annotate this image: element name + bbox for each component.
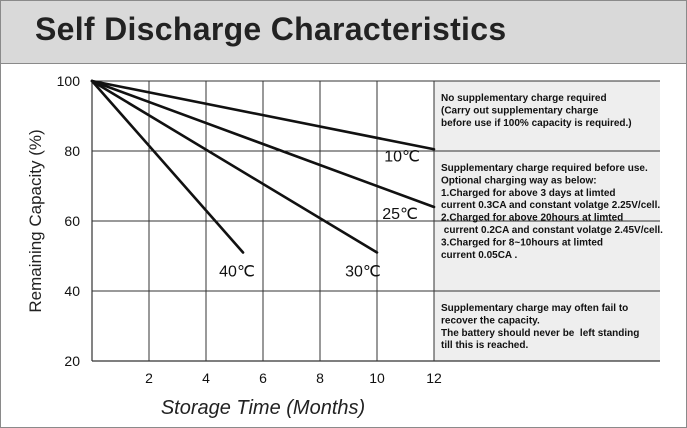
annotation-line: The battery should never be left standin… bbox=[441, 328, 639, 339]
annotation-line: 2.Charged for above 20hours at limted bbox=[441, 213, 623, 224]
annotation-line: current 0.2CA and constant volatge 2.45V… bbox=[441, 225, 663, 236]
y-tick-label: 100 bbox=[57, 73, 81, 89]
x-tick-label: 4 bbox=[202, 370, 210, 386]
annotation-line: recover the capacity. bbox=[441, 315, 540, 326]
y-tick-label: 20 bbox=[64, 353, 80, 369]
series-line bbox=[90, 79, 245, 254]
series-line bbox=[90, 79, 436, 151]
chart-title: Self Discharge Characteristics bbox=[35, 11, 507, 47]
series-label: 10℃ bbox=[384, 148, 420, 165]
series-label: 30℃ bbox=[345, 264, 381, 281]
y-tick-label: 40 bbox=[64, 283, 80, 299]
y-tick-label: 60 bbox=[64, 213, 80, 229]
x-tick-label: 10 bbox=[369, 370, 385, 386]
annotation-line: Supplementary charge required before use… bbox=[441, 163, 648, 174]
annotation-line: Supplementary charge may often fail to bbox=[441, 303, 628, 314]
annotation-line: 1.Charged for above 3 days at limted bbox=[441, 188, 616, 199]
series-line bbox=[90, 79, 436, 209]
title-bar: Self Discharge Characteristics bbox=[1, 1, 686, 64]
annotation-line: No supplementary charge required bbox=[441, 93, 607, 104]
x-axis-label: Storage Time (Months) bbox=[161, 397, 365, 419]
x-tick-label: 6 bbox=[259, 370, 267, 386]
y-tick-label: 80 bbox=[64, 143, 80, 159]
annotation-line: before use if 100% capacity is required.… bbox=[441, 118, 632, 129]
x-tick-label: 12 bbox=[426, 370, 442, 386]
annotation-line: (Carry out supplementary charge bbox=[441, 105, 599, 116]
x-tick-label: 8 bbox=[316, 370, 324, 386]
annotation-line: 3.Charged for 8~10hours at limted bbox=[441, 237, 603, 248]
series-line bbox=[90, 79, 379, 254]
x-tick-label: 2 bbox=[145, 370, 153, 386]
annotation-line: current 0.05CA . bbox=[441, 250, 518, 261]
y-axis-label: Remaining Capacity (%) bbox=[26, 129, 45, 312]
annotation-line: till this is reached. bbox=[441, 340, 528, 351]
series-label: 25℃ bbox=[382, 206, 418, 223]
annotation-line: Optional charging way as below: bbox=[441, 175, 597, 186]
series-label: 40℃ bbox=[219, 264, 255, 281]
annotation-line: current 0.3CA and constant volatge 2.25V… bbox=[441, 200, 660, 211]
